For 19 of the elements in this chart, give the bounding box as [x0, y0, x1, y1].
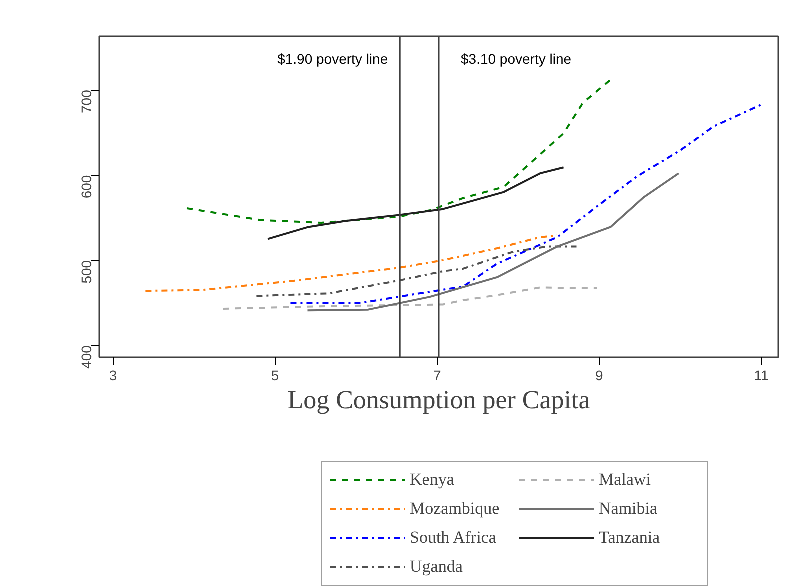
y-tick-label: 500 — [78, 260, 94, 284]
legend-label: Mozambique — [410, 499, 501, 519]
legend-label: South Africa — [410, 528, 498, 548]
y-tick-label: 600 — [78, 175, 94, 199]
legend-label: Tanzania — [599, 528, 662, 548]
legend-label: Kenya — [410, 470, 456, 490]
legend-label: Malawi — [599, 470, 652, 490]
ref-line-label: $3.10 poverty line — [461, 50, 572, 67]
legend-label: Uganda — [410, 557, 464, 577]
x-axis-title: Log Consumption per Capita — [288, 386, 591, 414]
y-tick-label: 400 — [78, 345, 94, 369]
x-tick-label: 11 — [754, 368, 769, 384]
x-tick-label: 3 — [109, 368, 118, 384]
x-tick-label: 9 — [596, 368, 604, 384]
y-tick-label: 700 — [78, 90, 94, 114]
ref-line-label: $1.90 poverty line — [278, 50, 388, 67]
legend-label: Namibia — [599, 499, 659, 519]
x-tick-label: 7 — [433, 368, 442, 384]
x-tick-label: 5 — [271, 368, 280, 384]
